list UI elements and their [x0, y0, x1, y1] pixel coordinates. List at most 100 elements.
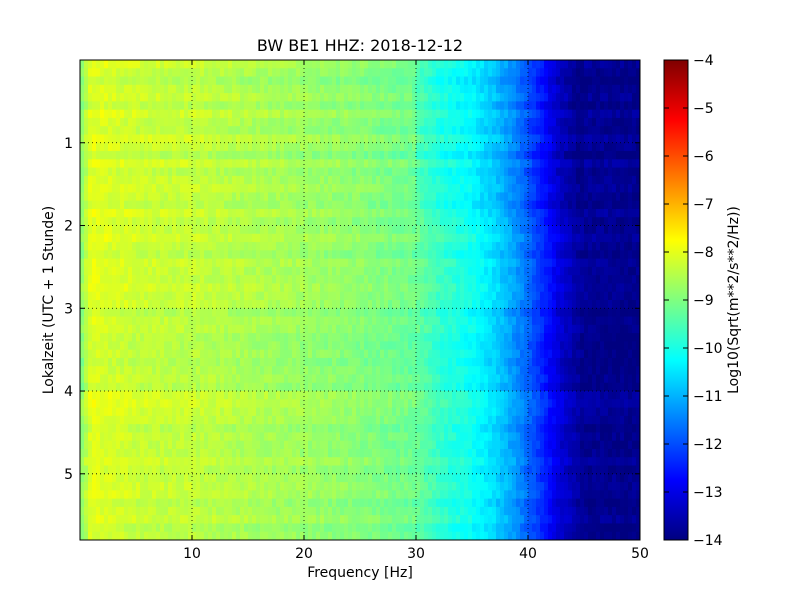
heatmap-cell — [628, 316, 633, 326]
heatmap-cell — [96, 68, 101, 78]
heatmap-cell — [296, 151, 301, 160]
heatmap-cell — [424, 159, 429, 169]
heatmap-cell — [412, 291, 417, 301]
heatmap-cell — [356, 208, 361, 218]
heatmap-cell — [300, 291, 305, 301]
heatmap-cell — [280, 117, 285, 127]
heatmap-cell — [632, 233, 637, 243]
heatmap-cell — [608, 308, 613, 318]
heatmap-cell — [336, 349, 341, 359]
heatmap-cell — [200, 324, 205, 334]
heatmap-cell — [408, 324, 413, 334]
heatmap-cell — [368, 167, 373, 177]
heatmap-cell — [472, 60, 477, 69]
heatmap-cell — [336, 225, 341, 235]
heatmap-cell — [304, 349, 309, 359]
heatmap-cell — [348, 76, 353, 86]
heatmap-cell — [628, 109, 633, 119]
heatmap-cell — [376, 175, 381, 185]
heatmap-cell — [464, 250, 469, 260]
heatmap-cell — [496, 200, 501, 210]
heatmap-cell — [132, 266, 137, 276]
heatmap-cell — [112, 300, 117, 309]
heatmap-cell — [328, 126, 333, 136]
heatmap-cell — [536, 142, 541, 152]
heatmap-cell — [604, 225, 609, 235]
heatmap-cell — [128, 275, 133, 285]
heatmap-cell — [628, 142, 633, 152]
heatmap-cell — [560, 93, 565, 102]
heatmap-cell — [576, 291, 581, 301]
heatmap-cell — [144, 84, 149, 94]
heatmap-cell — [236, 258, 241, 268]
heatmap-cell — [264, 300, 269, 309]
heatmap-cell — [356, 200, 361, 210]
heatmap-cell — [132, 217, 137, 227]
heatmap-cell — [504, 84, 509, 94]
heatmap-cell — [320, 333, 325, 342]
heatmap-cell — [364, 60, 369, 69]
heatmap-cell — [480, 192, 485, 202]
heatmap-cell — [152, 266, 157, 276]
heatmap-cell — [188, 233, 193, 243]
heatmap-cell — [448, 151, 453, 160]
heatmap-cell — [92, 68, 97, 78]
heatmap-cell — [228, 142, 233, 152]
heatmap-cell — [124, 316, 129, 326]
heatmap-cell — [344, 225, 349, 235]
heatmap-cell — [192, 175, 197, 185]
heatmap-cell — [312, 266, 317, 276]
heatmap-cell — [356, 324, 361, 334]
heatmap-cell — [156, 225, 161, 235]
heatmap-cell — [120, 324, 125, 334]
heatmap-cell — [392, 308, 397, 318]
heatmap-cell — [528, 208, 533, 218]
heatmap-cell — [156, 308, 161, 318]
heatmap-cell — [200, 134, 205, 144]
heatmap-cell — [88, 275, 93, 285]
heatmap-cell — [568, 258, 573, 268]
heatmap-cell — [452, 101, 457, 111]
heatmap-cell — [128, 225, 133, 235]
heatmap-cell — [620, 341, 625, 351]
heatmap-cell — [548, 300, 553, 309]
heatmap-cell — [252, 217, 257, 227]
heatmap-cell — [244, 333, 249, 342]
heatmap-cell — [344, 134, 349, 144]
heatmap-cell — [560, 308, 565, 318]
heatmap-cell — [224, 250, 229, 260]
heatmap-cell — [564, 126, 569, 136]
heatmap-cell — [476, 151, 481, 160]
heatmap-cell — [304, 217, 309, 227]
heatmap-cell — [140, 266, 145, 276]
heatmap-cell — [212, 258, 217, 268]
heatmap-cell — [308, 101, 313, 111]
heatmap-cell — [564, 134, 569, 144]
heatmap-cell — [584, 341, 589, 351]
heatmap-cell — [300, 142, 305, 152]
heatmap-cell — [96, 208, 101, 218]
heatmap-cell — [612, 300, 617, 309]
heatmap-cell — [220, 192, 225, 202]
heatmap-cell — [476, 250, 481, 260]
heatmap-cell — [520, 208, 525, 218]
heatmap-cell — [200, 151, 205, 160]
heatmap-cell — [280, 68, 285, 78]
heatmap-cell — [104, 283, 109, 293]
heatmap-cell — [140, 308, 145, 318]
heatmap-cell — [436, 291, 441, 301]
heatmap-cell — [272, 266, 277, 276]
heatmap-cell — [96, 159, 101, 169]
heatmap-cell — [564, 242, 569, 251]
heatmap-cell — [484, 175, 489, 185]
heatmap-cell — [324, 142, 329, 152]
heatmap-cell — [264, 151, 269, 160]
heatmap-cell — [372, 134, 377, 144]
heatmap-cell — [456, 341, 461, 351]
heatmap-cell — [532, 84, 537, 94]
heatmap-cell — [612, 151, 617, 160]
heatmap-cell — [320, 316, 325, 326]
heatmap-cell — [552, 283, 557, 293]
heatmap-cell — [580, 134, 585, 144]
chart-title: BW BE1 HHZ: 2018-12-12 — [257, 36, 463, 55]
